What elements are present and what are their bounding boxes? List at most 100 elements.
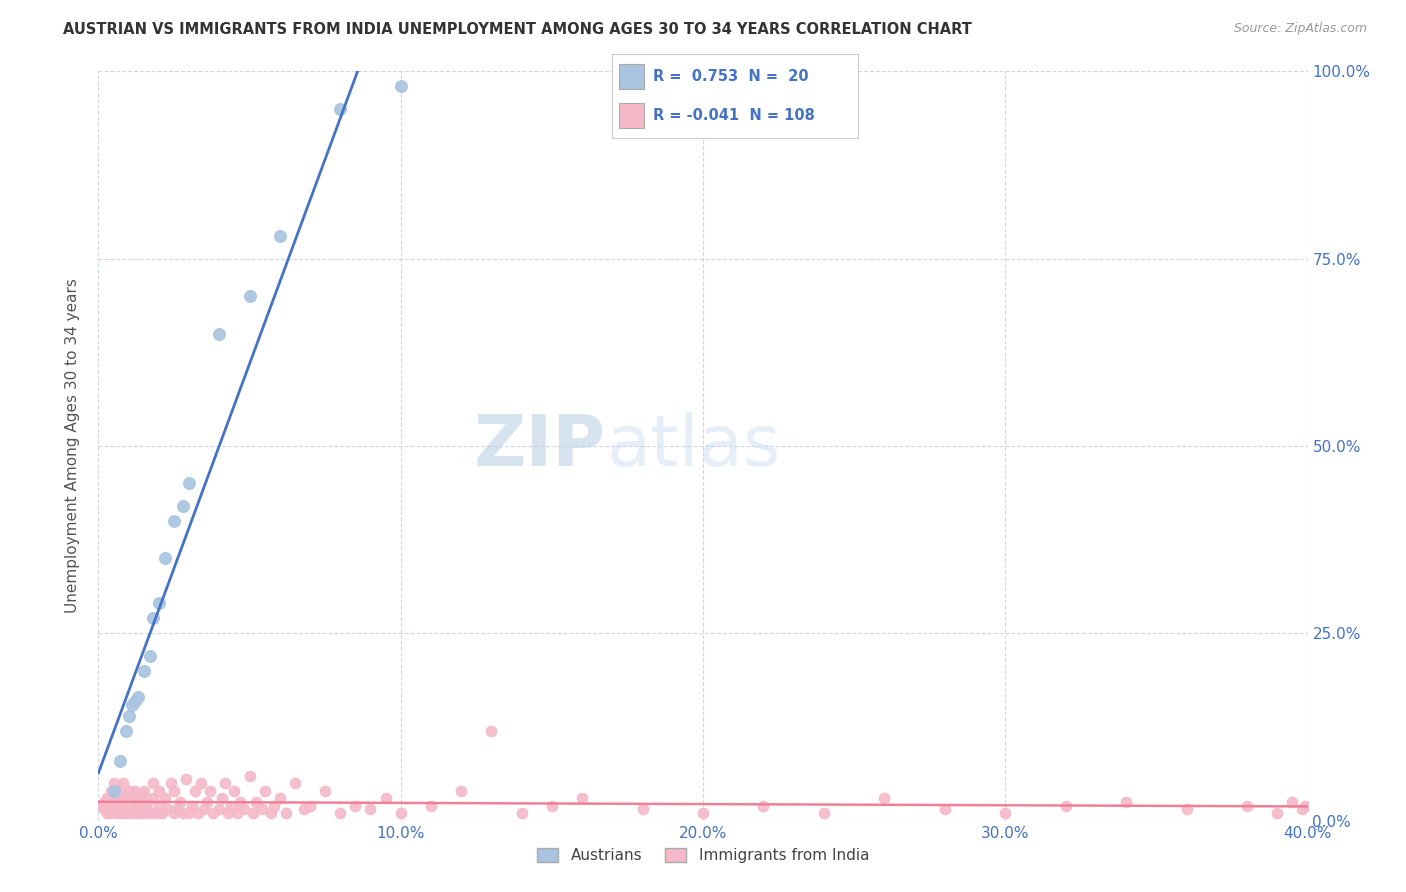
Point	[1267, 806, 1289, 821]
Point	[692, 806, 714, 821]
Point	[873, 791, 896, 805]
Point	[195, 795, 218, 809]
Point	[994, 806, 1017, 821]
Point	[1281, 795, 1303, 809]
Point	[135, 802, 157, 816]
Point	[108, 806, 131, 821]
Point	[124, 806, 146, 821]
Point	[208, 326, 231, 341]
Point	[135, 795, 157, 809]
Point	[132, 783, 155, 797]
Point	[132, 664, 155, 678]
Point	[274, 806, 297, 821]
Point	[314, 783, 336, 797]
Point	[263, 798, 285, 813]
Point	[114, 806, 136, 821]
Point	[129, 788, 152, 802]
Point	[105, 806, 128, 821]
Point	[1175, 802, 1198, 816]
Point	[184, 783, 207, 797]
Point	[934, 802, 956, 816]
Point	[127, 802, 149, 816]
Point	[96, 806, 118, 821]
Text: atlas: atlas	[606, 411, 780, 481]
Point	[226, 806, 249, 821]
Point	[174, 772, 197, 787]
Legend: Austrians, Immigrants from India: Austrians, Immigrants from India	[530, 842, 876, 869]
Point	[232, 802, 254, 816]
Point	[229, 795, 252, 809]
Point	[187, 806, 209, 821]
Point	[142, 611, 165, 625]
Point	[114, 723, 136, 738]
Point	[118, 783, 141, 797]
Point	[344, 798, 367, 813]
Point	[242, 806, 264, 821]
Point	[245, 795, 267, 809]
Text: ZIP: ZIP	[474, 411, 606, 481]
Point	[148, 798, 170, 813]
Point	[100, 806, 122, 821]
Point	[374, 791, 396, 805]
Point	[93, 795, 115, 809]
Point	[329, 102, 352, 116]
Point	[142, 776, 165, 790]
Point	[193, 802, 215, 816]
Point	[124, 694, 146, 708]
Point	[510, 806, 533, 821]
Point	[103, 783, 125, 797]
Text: AUSTRIAN VS IMMIGRANTS FROM INDIA UNEMPLOYMENT AMONG AGES 30 TO 34 YEARS CORRELA: AUSTRIAN VS IMMIGRANTS FROM INDIA UNEMPL…	[63, 22, 972, 37]
Point	[108, 798, 131, 813]
Point	[127, 690, 149, 704]
Point	[208, 802, 231, 816]
Point	[111, 806, 134, 821]
Point	[179, 476, 201, 491]
Point	[145, 806, 167, 821]
Point	[150, 806, 173, 821]
Point	[160, 776, 183, 790]
Point	[224, 783, 246, 797]
Point	[127, 795, 149, 809]
Point	[450, 783, 472, 797]
Point	[389, 79, 412, 94]
Point	[360, 802, 382, 816]
Point	[239, 769, 262, 783]
Point	[121, 802, 143, 816]
Point	[148, 783, 170, 797]
Point	[132, 806, 155, 821]
Point	[813, 806, 835, 821]
Point	[190, 776, 212, 790]
Point	[292, 802, 315, 816]
Point	[163, 514, 186, 528]
Point	[250, 802, 273, 816]
Point	[153, 791, 176, 805]
Point	[571, 791, 593, 805]
Point	[1294, 798, 1316, 813]
Point	[269, 229, 291, 244]
Point	[118, 806, 141, 821]
Point	[139, 806, 162, 821]
Point	[752, 798, 775, 813]
Point	[139, 648, 162, 663]
Point	[329, 806, 352, 821]
Point	[239, 289, 262, 303]
Point	[420, 798, 443, 813]
Point	[1115, 795, 1137, 809]
Point	[200, 783, 222, 797]
Point	[100, 783, 122, 797]
Text: R =  0.753  N =  20: R = 0.753 N = 20	[654, 69, 808, 84]
Point	[93, 802, 115, 816]
Point	[124, 783, 146, 797]
Point	[631, 802, 654, 816]
Point	[96, 791, 118, 805]
Point	[166, 802, 188, 816]
Point	[299, 798, 322, 813]
Point	[118, 708, 141, 723]
Point	[253, 783, 276, 797]
Point	[221, 798, 243, 813]
Point	[103, 802, 125, 816]
Point	[172, 806, 194, 821]
Point	[100, 798, 122, 813]
Point	[114, 791, 136, 805]
Text: Source: ZipAtlas.com: Source: ZipAtlas.com	[1233, 22, 1367, 36]
